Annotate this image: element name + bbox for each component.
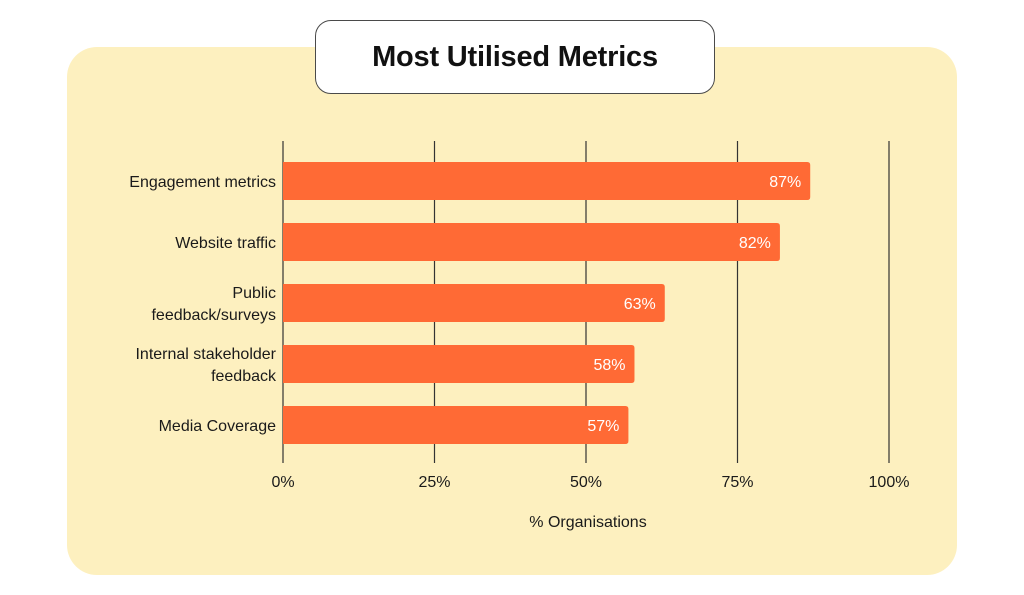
chart-title-box: Most Utilised Metrics [315, 20, 715, 94]
category-label: Internal stakeholder feedback [135, 346, 277, 385]
x-tick-label: 25% [418, 474, 450, 491]
bar [283, 406, 629, 444]
value-label: 57% [587, 418, 619, 435]
value-label: 63% [624, 296, 656, 313]
bars: 87% 82% 63% 58% 57% [283, 162, 811, 444]
bar [283, 284, 665, 322]
category-label: Website traffic [175, 235, 276, 252]
x-tick-label: 100% [869, 474, 910, 491]
category-label: Engagement metrics [129, 174, 276, 191]
bar [283, 162, 811, 200]
chart-title: Most Utilised Metrics [372, 40, 658, 73]
bar [283, 345, 635, 383]
x-tick-label: 0% [271, 474, 294, 491]
category-label: Media Coverage [159, 418, 277, 435]
x-tick-label: 50% [570, 474, 602, 491]
x-tick-label: 75% [721, 474, 753, 491]
tick-labels: 0% 25% 50% 75% 100% [271, 474, 909, 491]
category-label: Public feedback/surveys [151, 285, 276, 324]
category-labels: Engagement metrics Website traffic Public f… [129, 174, 277, 435]
value-label: 82% [739, 235, 771, 252]
x-axis-title: % Organisations [529, 514, 646, 531]
value-label: 87% [769, 174, 801, 191]
value-label: 58% [593, 357, 625, 374]
bar [283, 223, 780, 261]
